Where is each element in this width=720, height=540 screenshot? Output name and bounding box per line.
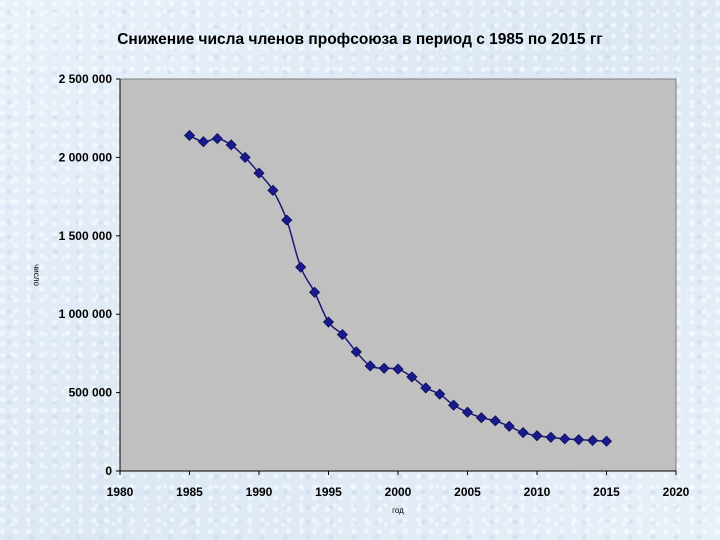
data-point-marker	[378, 362, 390, 374]
x-axis-label: год	[392, 506, 404, 515]
data-point-marker	[392, 363, 404, 375]
data-point-marker	[364, 360, 376, 372]
data-point-marker	[406, 371, 418, 383]
data-point-marker	[531, 430, 543, 442]
y-tick-label: 2 000 000	[59, 150, 113, 164]
data-point-marker	[475, 412, 487, 424]
x-tick-label: 1995	[315, 485, 342, 499]
data-point-marker	[448, 399, 460, 411]
data-point-marker	[461, 406, 474, 418]
x-tick-label: 2000	[385, 485, 412, 499]
data-point-marker	[559, 433, 571, 445]
y-tick-label: 0	[105, 464, 112, 478]
data-point-marker	[183, 129, 196, 142]
x-tick-label: 2020	[663, 485, 690, 499]
data-point-marker	[545, 431, 557, 443]
data-point-marker	[517, 427, 529, 439]
data-point-marker	[225, 139, 237, 151]
y-tick-label: 2 500 000	[59, 72, 113, 86]
x-tick-label: 1985	[176, 485, 203, 499]
axes: 0 500 000 1 000 000 1 500 000 2 000 000 2 500…	[59, 72, 690, 499]
data-point-marker	[197, 136, 209, 148]
x-tick-label: 2010	[524, 485, 551, 499]
data-point-marker	[420, 382, 432, 394]
x-tick-label: 1990	[246, 485, 273, 499]
data-point-marker	[295, 261, 307, 273]
data-point-marker	[587, 434, 599, 446]
data-point-marker	[267, 184, 279, 196]
data-point-marker	[309, 286, 321, 298]
x-tick-label: 2015	[593, 485, 620, 499]
data-point-marker	[322, 316, 335, 328]
data-point-marker	[503, 420, 515, 432]
data-point-marker	[336, 329, 348, 341]
y-tick-label: 500 000	[69, 386, 113, 400]
data-point-marker	[281, 214, 293, 226]
data-point-marker	[489, 415, 501, 427]
y-tick-label: 1 000 000	[59, 307, 113, 321]
x-tick-label: 2005	[454, 485, 481, 499]
y-tick-label: 1 500 000	[59, 229, 113, 243]
series-layer	[183, 129, 613, 447]
data-point-marker	[600, 435, 613, 447]
data-point-marker	[434, 388, 446, 400]
data-point-marker	[253, 167, 265, 179]
data-point-marker	[211, 133, 223, 145]
data-point-marker	[350, 346, 362, 358]
plot-area	[119, 78, 677, 472]
y-axis-label: число	[32, 264, 41, 286]
data-point-marker	[573, 434, 585, 446]
x-tick-label: 1980	[107, 485, 134, 499]
chart-title: Снижение числа членов профсоюза в период…	[117, 31, 603, 48]
data-point-marker	[239, 151, 251, 163]
